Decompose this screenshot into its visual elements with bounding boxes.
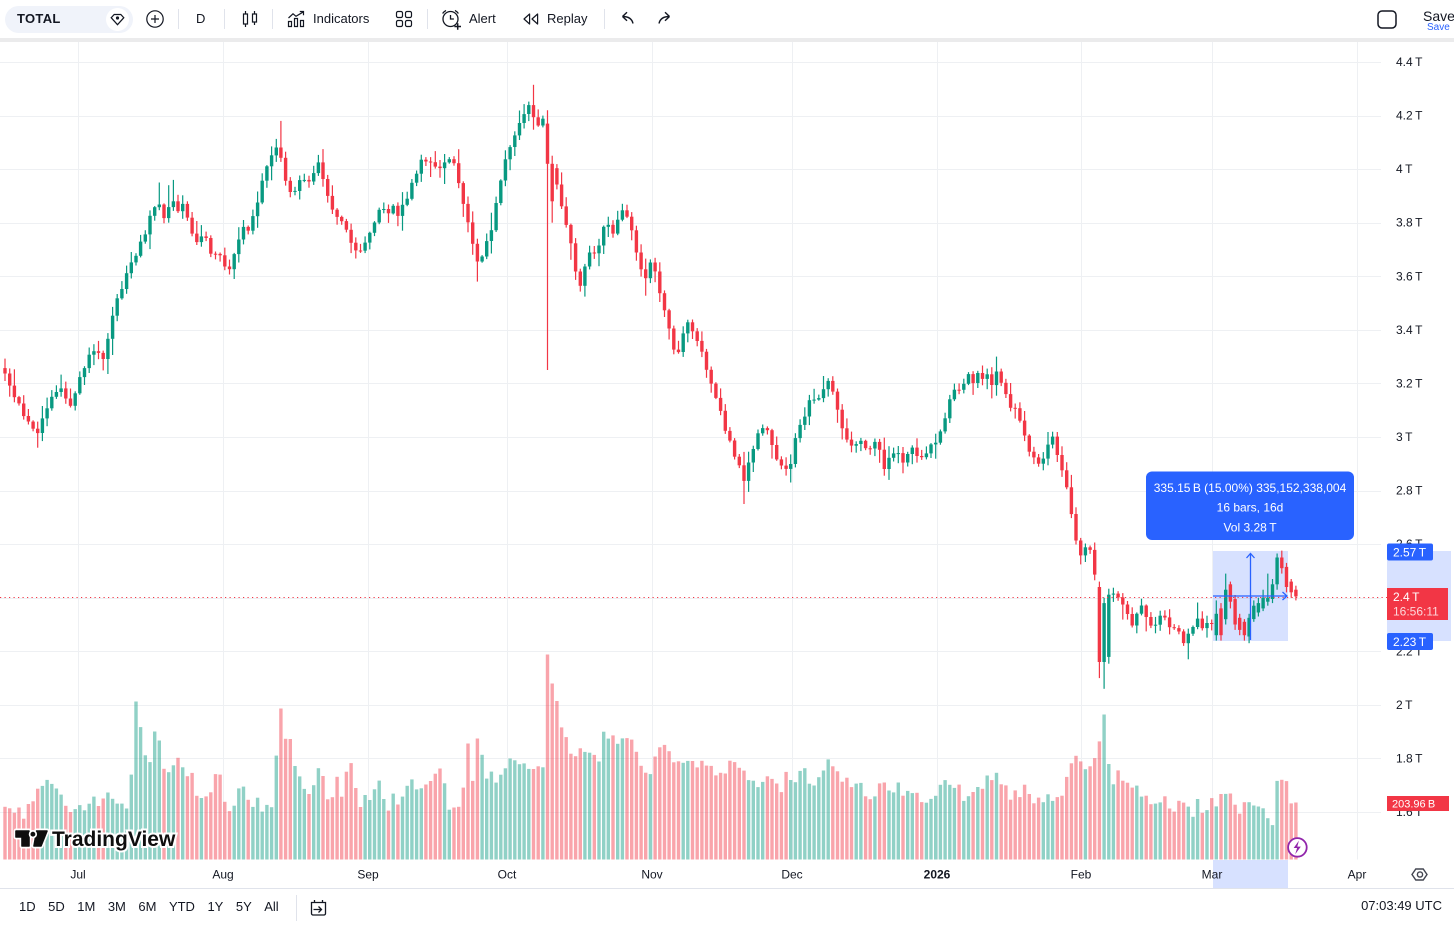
svg-text:3.2 T: 3.2 T <box>1396 376 1423 390</box>
svg-text:Sep: Sep <box>357 868 379 882</box>
svg-text:Mar: Mar <box>1202 868 1223 882</box>
svg-text:2.23 T: 2.23 T <box>1393 635 1427 649</box>
svg-text:Oct: Oct <box>498 868 517 882</box>
svg-text:Vol 3.28 T: Vol 3.28 T <box>1223 521 1277 535</box>
svg-text:2026: 2026 <box>924 868 951 882</box>
svg-text:2.8 T: 2.8 T <box>1396 484 1423 498</box>
svg-text:4 T: 4 T <box>1396 162 1413 176</box>
svg-text:Nov: Nov <box>641 868 662 882</box>
svg-text:3.4 T: 3.4 T <box>1396 323 1423 337</box>
svg-text:3 T: 3 T <box>1396 430 1413 444</box>
svg-text:Jul: Jul <box>70 868 85 882</box>
svg-text:16 bars, 16d: 16 bars, 16d <box>1217 501 1284 515</box>
svg-text:16:56:11: 16:56:11 <box>1393 605 1439 619</box>
svg-text:Apr: Apr <box>1348 868 1367 882</box>
svg-text:1.8 T: 1.8 T <box>1396 751 1423 765</box>
svg-text:3.8 T: 3.8 T <box>1396 216 1423 230</box>
svg-text:Aug: Aug <box>212 868 233 882</box>
svg-text:335.15 B (15.00%) 335,152,338,: 335.15 B (15.00%) 335,152,338,004 <box>1154 481 1347 495</box>
svg-text:2.4 T: 2.4 T <box>1393 590 1420 604</box>
svg-text:2 T: 2 T <box>1396 698 1413 712</box>
svg-text:Feb: Feb <box>1071 868 1092 882</box>
svg-text:4.2 T: 4.2 T <box>1396 109 1423 123</box>
svg-text:203.96 B: 203.96 B <box>1392 799 1435 811</box>
svg-text:2.57 T: 2.57 T <box>1393 546 1427 560</box>
svg-text:4.4 T: 4.4 T <box>1396 55 1423 69</box>
svg-text:Dec: Dec <box>781 868 802 882</box>
svg-text:3.6 T: 3.6 T <box>1396 269 1423 283</box>
svg-text:TradingView: TradingView <box>52 828 176 851</box>
